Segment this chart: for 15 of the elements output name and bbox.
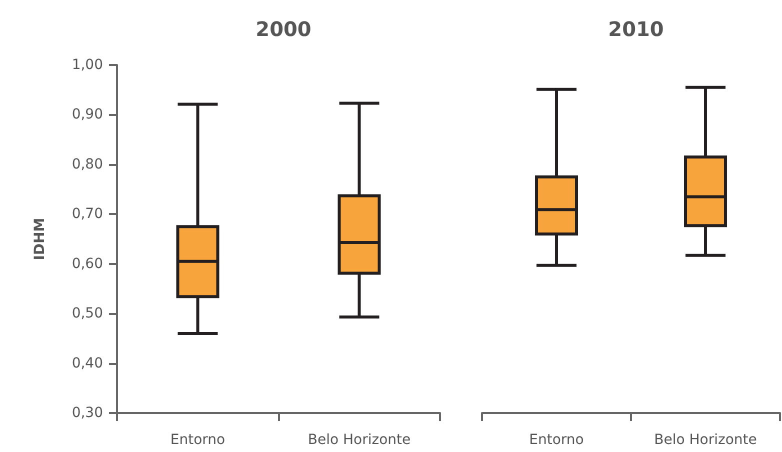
y-tick-label: 0,80 xyxy=(72,156,103,172)
y-tick-label: 0,40 xyxy=(72,355,103,372)
chart-title: 2010 xyxy=(608,17,664,41)
x-tick-label: Entorno xyxy=(529,432,584,448)
x-tick-label: Belo Horizonte xyxy=(308,432,411,448)
y-axis-title: IDHM xyxy=(32,218,48,260)
chart-title: 2000 xyxy=(256,17,312,41)
x-tick-label: Belo Horizonte xyxy=(654,432,757,448)
y-tick-label: 0,90 xyxy=(72,106,103,123)
y-tick-label: 0,60 xyxy=(72,256,103,272)
y-tick-label: 0,70 xyxy=(72,206,103,222)
y-tick-label: 1,00 xyxy=(72,57,103,73)
x-tick-label: Entorno xyxy=(170,432,226,448)
y-tick-label: 0,50 xyxy=(72,306,103,322)
y-tick-label: 0,30 xyxy=(72,405,103,421)
